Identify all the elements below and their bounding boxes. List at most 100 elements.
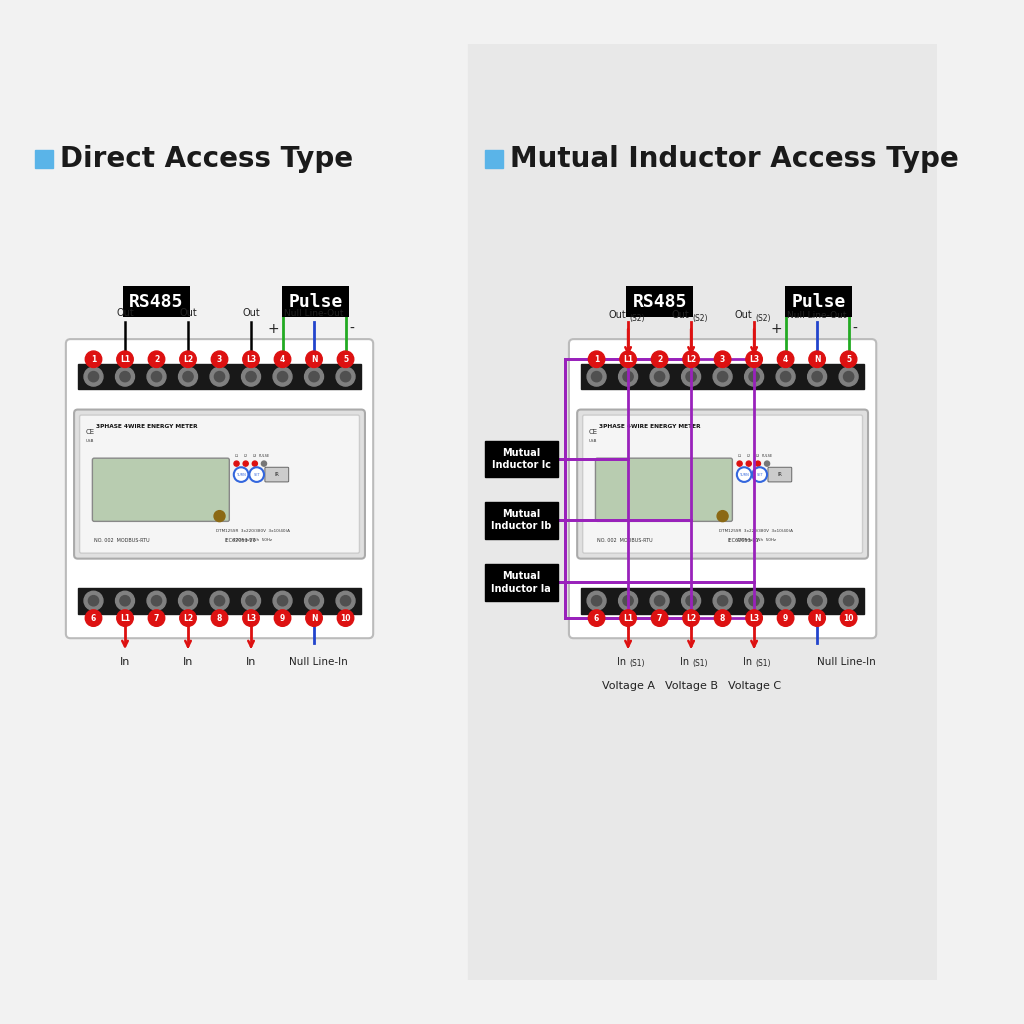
Circle shape bbox=[746, 461, 752, 466]
Text: (S1): (S1) bbox=[629, 659, 644, 669]
Circle shape bbox=[180, 610, 197, 627]
Circle shape bbox=[120, 596, 130, 606]
Circle shape bbox=[273, 591, 292, 610]
Circle shape bbox=[278, 596, 288, 606]
Text: 7: 7 bbox=[154, 613, 159, 623]
FancyBboxPatch shape bbox=[768, 467, 792, 482]
Circle shape bbox=[776, 591, 795, 610]
Text: 1: 1 bbox=[91, 354, 96, 364]
Text: 8: 8 bbox=[217, 613, 222, 623]
Text: 6: 6 bbox=[91, 613, 96, 623]
Circle shape bbox=[304, 591, 324, 610]
Circle shape bbox=[336, 591, 355, 610]
Text: IR: IR bbox=[274, 472, 280, 477]
Text: 400imp/kWh  50Hz: 400imp/kWh 50Hz bbox=[233, 539, 272, 543]
Circle shape bbox=[210, 368, 229, 386]
Circle shape bbox=[243, 461, 248, 466]
Bar bbox=[581, 364, 864, 389]
Text: L2: L2 bbox=[183, 613, 194, 623]
Text: (S1): (S1) bbox=[692, 659, 708, 669]
Circle shape bbox=[686, 596, 696, 606]
Bar bbox=[484, 564, 558, 601]
Circle shape bbox=[749, 596, 759, 606]
Circle shape bbox=[120, 372, 130, 382]
Text: (S2): (S2) bbox=[692, 313, 708, 323]
Circle shape bbox=[618, 591, 638, 610]
Text: 400imp/kWh  50Hz: 400imp/kWh 50Hz bbox=[736, 539, 775, 543]
Circle shape bbox=[340, 372, 350, 382]
Circle shape bbox=[713, 591, 732, 610]
Text: L2: L2 bbox=[686, 354, 696, 364]
Circle shape bbox=[717, 511, 728, 521]
Text: Out: Out bbox=[608, 310, 627, 319]
Text: PULSE: PULSE bbox=[762, 454, 773, 458]
FancyBboxPatch shape bbox=[74, 410, 365, 559]
Circle shape bbox=[777, 351, 794, 368]
Circle shape bbox=[85, 351, 101, 368]
Text: 6: 6 bbox=[594, 613, 599, 623]
Circle shape bbox=[686, 372, 696, 382]
Circle shape bbox=[812, 596, 822, 606]
Circle shape bbox=[844, 372, 854, 382]
Text: Out: Out bbox=[672, 310, 689, 319]
Circle shape bbox=[745, 351, 762, 368]
Circle shape bbox=[274, 610, 291, 627]
Text: 2: 2 bbox=[154, 354, 159, 364]
Text: SET: SET bbox=[253, 473, 260, 476]
Text: Mutual
Inductor Ia: Mutual Inductor Ia bbox=[492, 571, 551, 594]
Circle shape bbox=[183, 596, 194, 606]
Circle shape bbox=[246, 596, 256, 606]
Circle shape bbox=[88, 372, 98, 382]
Circle shape bbox=[776, 368, 795, 386]
Text: RS485: RS485 bbox=[129, 293, 183, 310]
Text: 9: 9 bbox=[783, 613, 788, 623]
Text: L1: L1 bbox=[623, 354, 633, 364]
Circle shape bbox=[623, 596, 633, 606]
Text: Null Line-In: Null Line-In bbox=[289, 657, 348, 668]
Text: Out: Out bbox=[116, 308, 134, 318]
Text: L2: L2 bbox=[183, 354, 194, 364]
Circle shape bbox=[844, 596, 854, 606]
Circle shape bbox=[147, 591, 166, 610]
Text: L3: L3 bbox=[756, 454, 760, 458]
Circle shape bbox=[713, 368, 732, 386]
Text: 10: 10 bbox=[844, 613, 854, 623]
Circle shape bbox=[242, 591, 260, 610]
Bar bbox=[468, 44, 937, 980]
Text: +: + bbox=[267, 323, 279, 336]
Text: 8: 8 bbox=[720, 613, 725, 623]
Circle shape bbox=[737, 461, 742, 466]
Text: L1: L1 bbox=[234, 454, 239, 458]
Text: SET: SET bbox=[757, 473, 763, 476]
Text: In: In bbox=[680, 657, 689, 668]
Bar bbox=[35, 150, 53, 168]
Text: 4: 4 bbox=[280, 354, 285, 364]
Text: L1: L1 bbox=[120, 613, 130, 623]
Text: Mutual
Inductor Ic: Mutual Inductor Ic bbox=[492, 447, 551, 470]
Circle shape bbox=[682, 591, 700, 610]
Text: N: N bbox=[814, 354, 820, 364]
Circle shape bbox=[808, 591, 826, 610]
Circle shape bbox=[651, 351, 668, 368]
Circle shape bbox=[336, 368, 355, 386]
Circle shape bbox=[744, 591, 764, 610]
Circle shape bbox=[233, 467, 249, 482]
Circle shape bbox=[839, 591, 858, 610]
FancyBboxPatch shape bbox=[80, 415, 359, 553]
Circle shape bbox=[592, 596, 602, 606]
Circle shape bbox=[839, 368, 858, 386]
Text: 1: 1 bbox=[594, 354, 599, 364]
Text: In: In bbox=[183, 657, 194, 668]
Text: 10: 10 bbox=[340, 613, 351, 623]
FancyBboxPatch shape bbox=[66, 339, 373, 638]
Text: N: N bbox=[311, 613, 317, 623]
Text: L3: L3 bbox=[246, 613, 256, 623]
Circle shape bbox=[780, 596, 791, 606]
Circle shape bbox=[249, 467, 264, 482]
Circle shape bbox=[651, 610, 668, 627]
Circle shape bbox=[147, 368, 166, 386]
Text: Null Line-In: Null Line-In bbox=[817, 657, 877, 668]
Text: TURN: TURN bbox=[237, 473, 246, 476]
Circle shape bbox=[152, 372, 162, 382]
Circle shape bbox=[180, 351, 197, 368]
